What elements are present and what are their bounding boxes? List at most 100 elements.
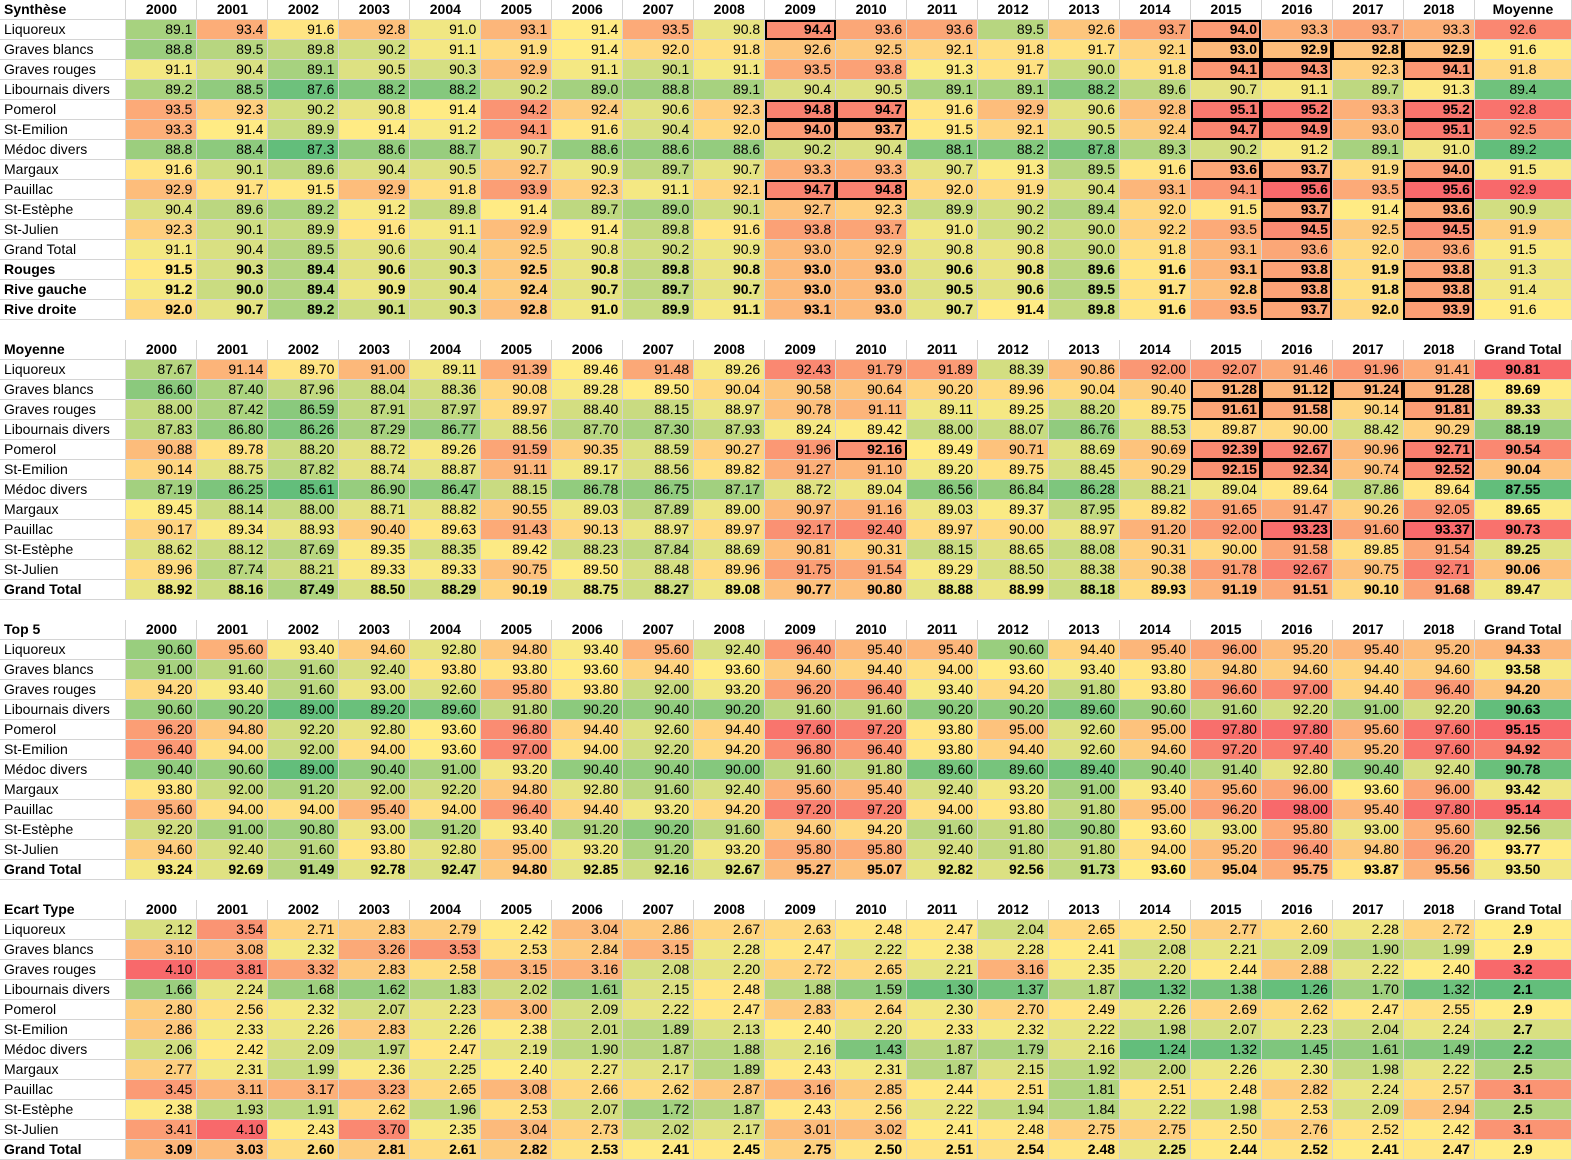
value-cell[interactable]: 2.04 <box>977 919 1050 940</box>
value-cell[interactable]: 2.75 <box>764 1139 837 1160</box>
value-cell[interactable]: 1.87 <box>906 1039 979 1060</box>
value-cell[interactable]: 90.1 <box>196 159 269 180</box>
total-cell[interactable]: 91.5 <box>1474 239 1572 260</box>
value-cell[interactable]: 2.49 <box>1048 999 1121 1020</box>
value-cell[interactable]: 96.80 <box>480 719 553 740</box>
value-cell[interactable]: 2.32 <box>267 999 340 1020</box>
value-cell[interactable]: 90.4 <box>196 59 269 80</box>
total-cell[interactable]: 91.8 <box>1474 59 1572 80</box>
value-cell[interactable]: 91.2 <box>1261 139 1333 160</box>
value-cell[interactable]: 95.40 <box>338 799 411 820</box>
value-cell[interactable]: 94.40 <box>551 799 624 820</box>
value-cell[interactable]: 89.60 <box>977 759 1050 780</box>
value-cell[interactable]: 89.5 <box>267 239 340 260</box>
value-cell[interactable]: 89.1 <box>977 79 1050 100</box>
value-cell[interactable]: 93.80 <box>906 739 979 760</box>
value-cell[interactable]: 93.6 <box>835 19 908 40</box>
value-cell[interactable]: 2.61 <box>409 1139 482 1160</box>
value-cell[interactable]: 91.60 <box>906 819 979 840</box>
value-cell[interactable]: 88.4 <box>196 139 269 160</box>
year-header[interactable]: 2013 <box>1048 620 1121 640</box>
value-cell[interactable]: 90.71 <box>977 439 1050 460</box>
total-cell[interactable]: 92.9 <box>1474 179 1572 200</box>
value-cell[interactable]: 2.47 <box>693 999 766 1020</box>
value-cell[interactable]: 2.16 <box>1048 1039 1121 1060</box>
row-label[interactable]: St-Estèphe <box>0 1099 127 1120</box>
value-cell[interactable]: 1.98 <box>1332 1059 1404 1080</box>
value-cell[interactable]: 3.23 <box>338 1079 411 1100</box>
value-cell[interactable]: 95.07 <box>835 859 908 880</box>
row-label[interactable]: Rouges <box>0 259 127 280</box>
total-cell[interactable]: 91.6 <box>1474 39 1572 60</box>
section-title[interactable]: Moyenne <box>0 340 127 360</box>
value-cell[interactable]: 89.64 <box>1261 479 1333 500</box>
value-cell[interactable]: 91.6 <box>338 219 411 240</box>
value-cell[interactable]: 90.4 <box>196 239 269 260</box>
value-cell[interactable]: 88.36 <box>409 379 482 400</box>
value-cell[interactable]: 96.40 <box>1261 839 1333 860</box>
value-cell[interactable]: 2.41 <box>622 1139 695 1160</box>
value-cell[interactable]: 93.1 <box>764 299 837 320</box>
value-cell[interactable]: 88.69 <box>693 539 766 560</box>
value-cell[interactable]: 94.5 <box>1403 219 1475 240</box>
value-cell[interactable]: 2.58 <box>409 959 482 980</box>
value-cell[interactable]: 89.64 <box>1403 479 1475 500</box>
total-cell[interactable]: 2.5 <box>1474 1099 1572 1120</box>
value-cell[interactable]: 90.08 <box>480 379 553 400</box>
value-cell[interactable]: 2.13 <box>693 1019 766 1040</box>
value-cell[interactable]: 98.00 <box>1261 799 1333 820</box>
value-cell[interactable]: 90.97 <box>764 499 837 520</box>
value-cell[interactable]: 90.7 <box>906 159 979 180</box>
value-cell[interactable]: 90.81 <box>764 539 837 560</box>
total-cell[interactable]: 2.1 <box>1474 979 1572 1000</box>
value-cell[interactable]: 87.84 <box>622 539 695 560</box>
value-cell[interactable]: 89.17 <box>551 459 624 480</box>
value-cell[interactable]: 93.5 <box>1190 299 1262 320</box>
value-cell[interactable]: 86.78 <box>551 479 624 500</box>
value-cell[interactable]: 93.5 <box>622 19 695 40</box>
value-cell[interactable]: 88.29 <box>409 579 482 600</box>
value-cell[interactable]: 95.60 <box>125 799 198 820</box>
value-cell[interactable]: 91.96 <box>1332 359 1404 380</box>
value-cell[interactable]: 91.89 <box>906 359 979 380</box>
value-cell[interactable]: 91.6 <box>125 159 198 180</box>
value-cell[interactable]: 91.68 <box>1403 579 1475 600</box>
value-cell[interactable]: 87.3 <box>267 139 340 160</box>
value-cell[interactable]: 87.91 <box>338 399 411 420</box>
value-cell[interactable]: 95.75 <box>1261 859 1333 880</box>
value-cell[interactable]: 95.60 <box>764 779 837 800</box>
value-cell[interactable]: 2.81 <box>338 1139 411 1160</box>
value-cell[interactable]: 1.66 <box>125 979 198 1000</box>
value-cell[interactable]: 94.60 <box>1403 659 1475 680</box>
value-cell[interactable]: 93.80 <box>409 659 482 680</box>
value-cell[interactable]: 91.65 <box>1190 499 1262 520</box>
value-cell[interactable]: 92.05 <box>1403 499 1475 520</box>
value-cell[interactable]: 93.80 <box>906 719 979 740</box>
value-cell[interactable]: 90.1 <box>622 59 695 80</box>
value-cell[interactable]: 2.32 <box>267 939 340 960</box>
value-cell[interactable]: 91.2 <box>409 119 482 140</box>
value-cell[interactable]: 88.35 <box>409 539 482 560</box>
total-cell[interactable]: 93.50 <box>1474 859 1572 880</box>
total-cell[interactable]: 2.9 <box>1474 919 1572 940</box>
value-cell[interactable]: 90.8 <box>693 259 766 280</box>
value-cell[interactable]: 94.1 <box>480 119 553 140</box>
value-cell[interactable]: 91.60 <box>835 699 908 720</box>
value-cell[interactable]: 94.80 <box>480 859 553 880</box>
year-header[interactable]: 2011 <box>906 900 979 920</box>
value-cell[interactable]: 92.0 <box>906 179 979 200</box>
row-label[interactable]: Liquoreux <box>0 919 127 940</box>
row-label[interactable]: St-Julien <box>0 559 127 580</box>
value-cell[interactable]: 92.40 <box>906 779 979 800</box>
value-cell[interactable]: 95.60 <box>1332 719 1404 740</box>
total-cell[interactable]: 91.9 <box>1474 219 1572 240</box>
value-cell[interactable]: 91.80 <box>977 839 1050 860</box>
value-cell[interactable]: 2.09 <box>1261 939 1333 960</box>
value-cell[interactable]: 2.51 <box>1119 1079 1192 1100</box>
value-cell[interactable]: 90.60 <box>196 759 269 780</box>
value-cell[interactable]: 90.5 <box>409 159 482 180</box>
year-header[interactable]: 2008 <box>693 0 766 20</box>
year-header[interactable]: 2001 <box>196 0 269 20</box>
value-cell[interactable]: 93.80 <box>125 779 198 800</box>
value-cell[interactable]: 2.41 <box>1048 939 1121 960</box>
